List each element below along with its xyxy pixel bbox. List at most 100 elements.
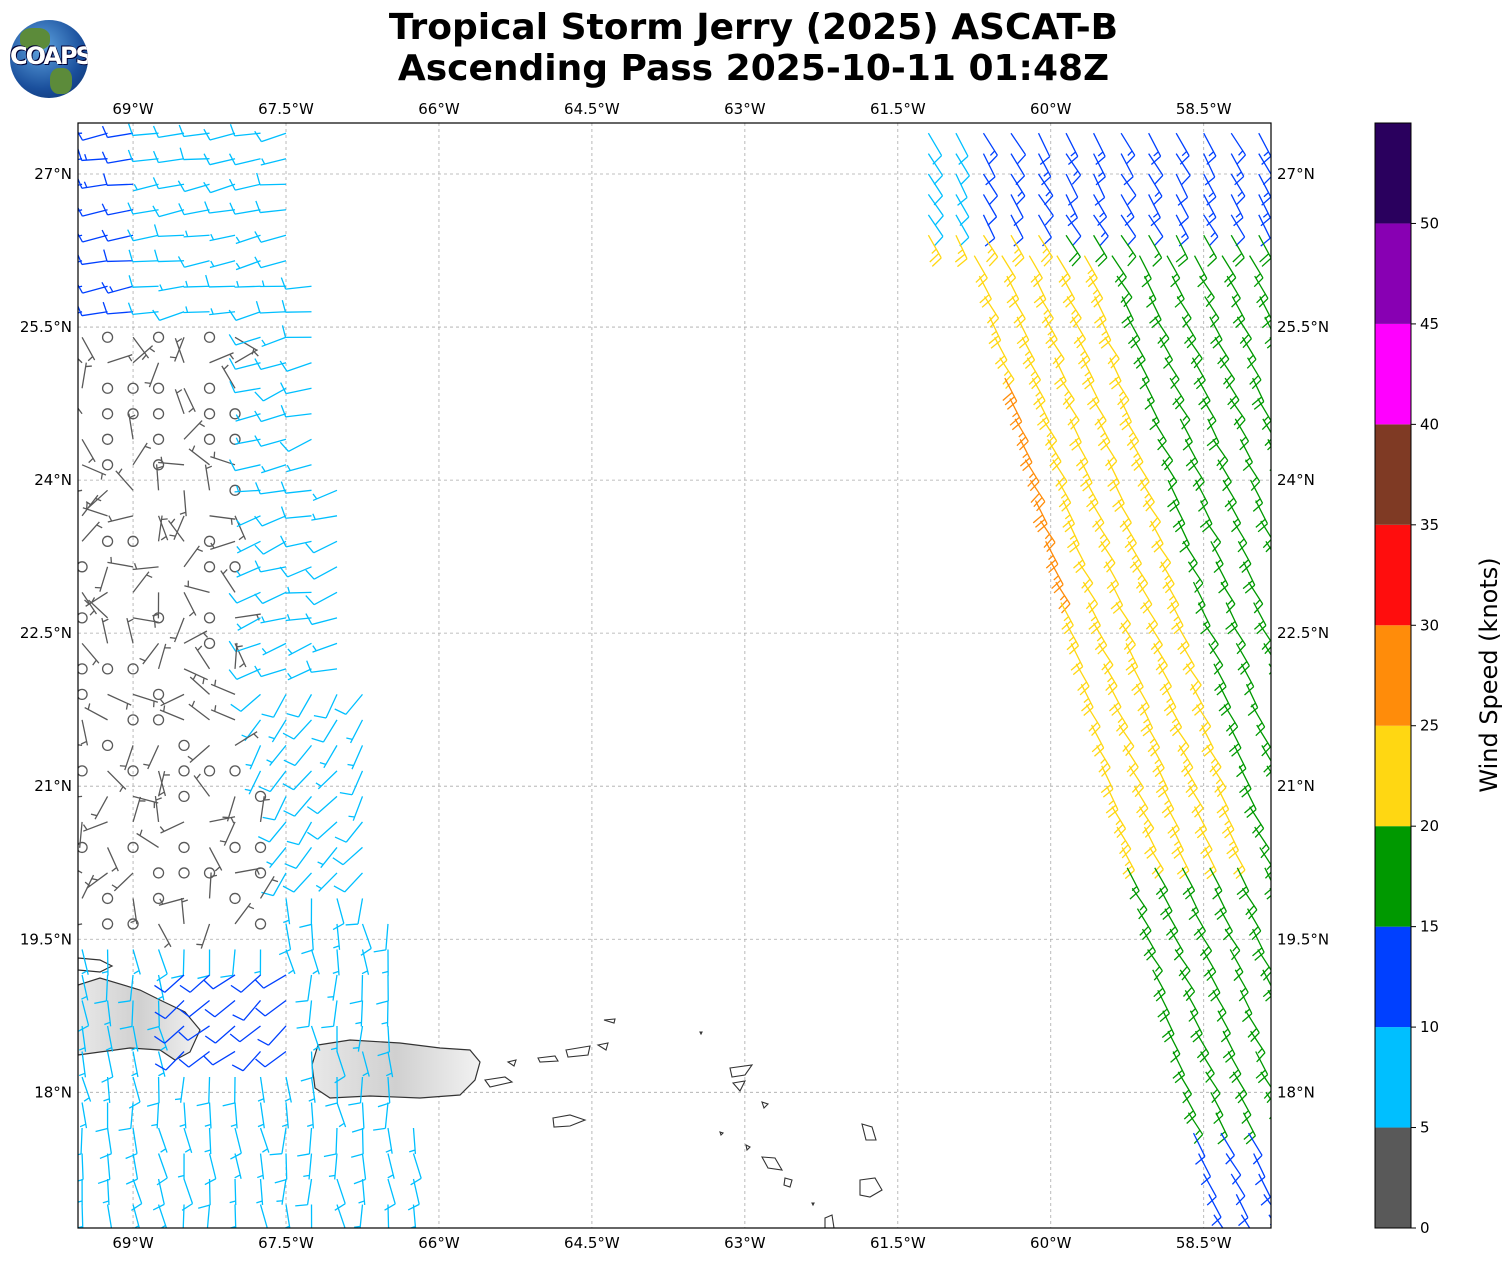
calm-circle [203,867,216,879]
wind-barb [169,515,185,541]
calm-circle [254,867,267,879]
wind-barb [387,1204,390,1228]
wind-barb [306,795,338,815]
wind-barb [1093,214,1109,246]
wind-barb [254,358,287,371]
wind-barb [1131,887,1148,920]
wind-barb [982,234,999,267]
lon-tick-label: 69°W [112,1234,154,1252]
wind-barb [1225,602,1238,635]
wind-barb [193,773,211,797]
wind-barb [1052,459,1068,492]
wind-barb [177,1153,185,1180]
wind-barb [1118,724,1135,757]
wind-barb [1147,398,1160,431]
wind-barb [154,796,162,822]
colorbar-tick-label: 25 [1420,717,1439,735]
wind-barb [128,249,159,263]
wind-barb [234,336,258,355]
wind-barb [82,502,108,517]
wind-barb [1021,336,1036,369]
wind-barb [184,580,210,593]
wind-barb [254,560,287,573]
wind-barb [1116,275,1133,308]
wind-barb [1102,438,1118,471]
wind-barb [1120,194,1135,227]
wind-barb [276,1178,287,1205]
wind-barb [351,1102,365,1133]
wind-barb [1148,153,1164,185]
wind-barb [260,616,287,624]
calm-circle [78,561,88,573]
wind-barb [128,413,136,440]
axis-ticks: 69°W 69°W 67.5°W 67.5°W 66°W 66°W 64.5°W 64.5°W… [20,100,1329,1252]
wind-barb [955,132,969,165]
wind-barb [1175,153,1191,185]
wind-barb [1230,1173,1246,1206]
wind-barb [1065,214,1082,246]
wind-barb [305,540,338,554]
wind-barb [1199,500,1213,533]
wind-barb [1067,520,1080,553]
wind-barb [312,489,338,502]
wind-barb [1016,316,1030,349]
wind-barb [1075,663,1090,696]
wind-barb [81,642,100,666]
wind-barb [1206,745,1222,777]
wind-barb [101,125,134,139]
wind-barb [1213,663,1227,696]
wind-barb [131,1025,139,1052]
wind-barb [1230,234,1245,267]
wind-barb [1261,745,1271,777]
wind-barb [1172,1051,1186,1084]
wind-barb [336,1102,347,1128]
wind-barb [353,1153,367,1185]
wind-barb [1248,581,1264,614]
wind-barb [1120,173,1137,206]
wind-barb [255,1050,287,1068]
wind-barb [1208,1194,1222,1227]
calm-circle [178,867,190,879]
wind-barb [1082,581,1099,614]
wind-barb [139,642,160,665]
wind-barb [1097,418,1111,451]
wind-barb [1220,581,1236,614]
wind-barb [158,284,185,292]
wind-barb [376,974,389,1005]
wind-barb [385,1051,394,1078]
wind-barb [349,974,364,1005]
wind-barb [1074,438,1089,471]
calm-circle [178,841,190,854]
wind-barb [174,389,185,415]
calm-circle [152,331,165,343]
wind-barb [1037,153,1052,186]
wind-barb [230,1102,238,1129]
wind-barb [209,515,236,525]
wind-barb [256,172,287,186]
colorbar-frame [1374,122,1412,1229]
wind-barb [1182,1091,1197,1124]
wind-barb [1165,581,1180,614]
wind-barb [1224,928,1241,961]
lat-tick-label: 18°N [34,1083,72,1101]
wind-barb [208,847,223,872]
wind-barb [78,1051,87,1078]
wind-barb [1214,336,1230,369]
wind-barb [1180,643,1195,675]
calm-circle [101,408,114,420]
wind-barb [183,230,210,238]
wind-barb [1055,581,1071,614]
wind-barb [1176,296,1192,328]
wind-barb [228,591,261,604]
wind-barb [204,464,213,491]
wind-barb [203,1050,236,1066]
colorbar-tick-label: 0 [1420,1219,1430,1237]
wind-barb [178,1025,210,1041]
wind-barb [1151,745,1165,778]
wind-barb [1010,173,1026,206]
wind-barb [107,693,132,710]
wind-barb [1203,194,1217,227]
wind-barb [1096,745,1111,777]
wind-barb [228,309,261,321]
lon-tick-label: 60°W [1030,1234,1072,1252]
